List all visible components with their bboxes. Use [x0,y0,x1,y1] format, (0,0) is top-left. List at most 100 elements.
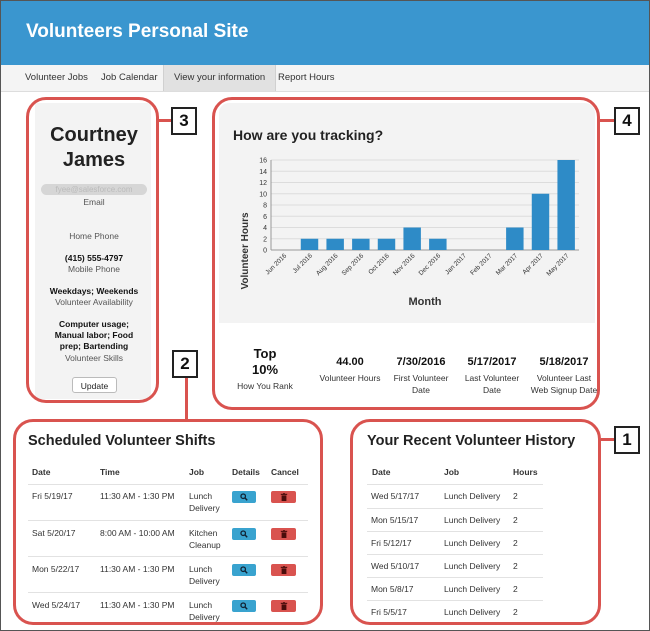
chart-bar [403,227,421,250]
history-hours: 2 [513,515,518,525]
callout-3: 3 [171,107,197,135]
stat-first-volunteer-date: 7/30/2016 First Volunteer Date [388,356,454,396]
search-icon [240,530,248,538]
annotation-frame-4 [212,97,600,410]
shift-date: Fri 5/19/17 [32,491,73,501]
shift-cancel-button[interactable] [271,600,296,612]
history-divider [367,484,543,485]
chart-y-tick-label: 8 [263,203,267,210]
history-header-hours: Hours [513,467,538,477]
update-button[interactable]: Update [72,377,117,393]
trash-icon [280,566,287,574]
site-title: Volunteers Personal Site [26,21,249,42]
shift-details-button[interactable] [232,528,256,540]
history-hours: 2 [513,538,518,548]
stat-hours-value: 44.00 [336,356,364,368]
stat-rank-label: How You Rank [237,381,293,391]
shift-cancel-button[interactable] [271,564,296,576]
history-job: Lunch Delivery [444,584,501,594]
chart-y-tick-label: 10 [259,191,267,198]
connector-3 [159,119,171,122]
shift-job: Kitchen Cleanup [189,527,221,551]
shift-date: Sat 5/20/17 [32,528,76,538]
history-hours: 2 [513,491,518,501]
profile-card [35,103,151,399]
shift-job-line-1: Lunch [189,564,213,574]
history-divider [367,508,543,509]
search-icon [240,566,248,574]
shift-details-button[interactable] [232,600,256,612]
history-date: Mon 5/15/17 [371,515,419,525]
shifts-header-cancel: Cancel [271,467,299,477]
shift-job: Lunch Delivery [189,599,220,623]
history-divider [367,554,543,555]
callout-1: 1 [614,426,640,454]
shift-job-line-2: Cleanup [189,540,221,550]
annotation-frame-2 [13,419,323,625]
app-header: Volunteers Personal Site [1,1,649,65]
shift-job-line-2: Delivery [189,576,220,586]
search-icon [240,493,248,501]
history-date: Wed 5/17/17 [371,491,420,501]
chart-x-axis-label: Month [409,296,442,308]
shifts-divider [28,484,308,485]
history-title: Your Recent Volunteer History [367,433,576,449]
mobile-phone-label: Mobile Phone [68,264,120,274]
connector-1 [601,438,614,441]
chart-bar [557,160,575,250]
chart-y-tick-label: 6 [263,214,267,221]
history-date: Fri 5/5/17 [371,607,407,617]
shifts-divider [28,556,308,557]
chart-y-tick-label: 4 [263,225,267,232]
shift-cancel-button[interactable] [271,491,296,503]
chart-y-tick-label: 2 [263,236,267,243]
trash-icon [280,530,287,538]
chart-bar [429,238,447,250]
history-job: Lunch Delivery [444,491,501,501]
history-divider [367,577,543,578]
tab-view-your-information[interactable]: View your information [163,65,277,91]
shifts-title: Scheduled Volunteer Shifts [28,433,216,449]
shift-job-line-2: Delivery [189,503,220,513]
tab-job-calendar[interactable]: Job Calendar [101,72,158,83]
shifts-header-date: Date [32,467,51,477]
stat-rank: Top 10% How You Rank [233,346,297,392]
shift-job: Lunch Delivery [189,563,220,587]
annotation-frame-3 [26,97,159,403]
history-header-date: Date [372,467,391,477]
stat-signup-value: 5/18/2017 [539,356,589,368]
tab-volunteer-jobs[interactable]: Volunteer Jobs [25,72,88,83]
history-divider [367,600,543,601]
history-date: Fri 5/12/17 [371,538,412,548]
chart-bar [352,238,370,250]
availability-label: Volunteer Availability [55,297,133,307]
shift-details-button[interactable] [232,491,256,503]
history-date: Wed 5/10/17 [371,561,420,571]
trash-icon [280,602,287,610]
shift-job-line-1: Kitchen [189,528,218,538]
chart-y-tick-label: 0 [263,248,267,255]
trash-icon [280,493,287,501]
profile-email-value: fyee@salesforce.com [41,184,147,195]
stat-first-date-value: 7/30/2016 [396,356,446,368]
chart-bar [326,238,344,250]
history-header-job: Job [444,467,460,477]
connector-4 [600,119,614,122]
callout-4: 4 [614,107,640,135]
tab-report-hours[interactable]: Report Hours [278,72,335,83]
stat-signup-label: Volunteer Last Web Signup Date [530,373,598,395]
stat-last-web-signup-date: 5/18/2017 Volunteer Last Web Signup Date [527,356,601,396]
profile-last-name: James [62,149,126,171]
skills-label: Volunteer Skills [64,353,124,363]
search-icon [240,602,248,610]
mobile-phone-value: (415) 555-4797 [64,253,124,263]
profile-first-name: Courtney [50,124,138,146]
shift-job: Lunch Delivery [189,490,220,514]
history-hours: 2 [513,607,518,617]
stat-last-date-value: 5/17/2017 [467,356,517,368]
shift-details-button[interactable] [232,564,256,576]
shift-cancel-button[interactable] [271,528,296,540]
chart-bar [531,193,550,250]
chart-y-tick-label: 14 [259,169,267,176]
chart-bar [300,238,319,250]
